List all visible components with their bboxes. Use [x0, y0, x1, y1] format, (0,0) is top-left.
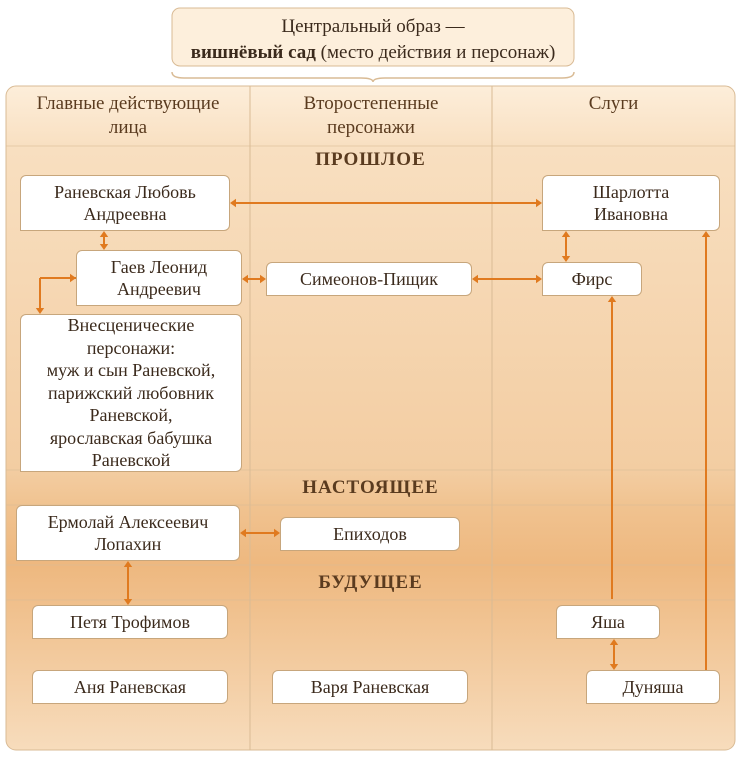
node-anya: Аня Раневская — [32, 670, 228, 704]
section-header-present: НАСТОЯЩЕЕ — [6, 477, 735, 499]
section-header-future: БУДУЩЕЕ — [6, 572, 735, 594]
node-petya: Петя Трофимов — [32, 605, 228, 639]
title-line2-bold: вишнёвый сад — [191, 42, 316, 63]
column-header-servants: Слуги — [492, 92, 735, 116]
node-gaev: Гаев ЛеонидАндреевич — [76, 250, 242, 306]
node-simeonov: Симеонов-Пищик — [266, 262, 472, 296]
node-ranevskaya: Раневская ЛюбовьАндреевна — [20, 175, 230, 231]
node-charlotte: ШарлоттаИвановна — [542, 175, 720, 231]
node-varya: Варя Раневская — [272, 670, 468, 704]
node-epikhodov: Епиходов — [280, 517, 460, 551]
column-header-main: Главные действующиелица — [6, 92, 250, 140]
node-offstage: Внесценическиеперсонажи:муж и сын Раневс… — [20, 314, 242, 472]
title-line2-rest: (место действия и персонаж) — [316, 42, 555, 63]
node-dunyasha: Дуняша — [586, 670, 720, 704]
title-line1: Центральный образ — — [281, 16, 464, 37]
central-image-title: Центральный образ — вишнёвый сад (место … — [172, 14, 574, 65]
character-diagram: Центральный образ — вишнёвый сад (место … — [0, 0, 741, 759]
node-firs: Фирс — [542, 262, 642, 296]
section-header-past: ПРОШЛОЕ — [6, 149, 735, 171]
node-lopakhin: Ермолай АлексеевичЛопахин — [16, 505, 240, 561]
node-yasha: Яша — [556, 605, 660, 639]
column-header-secondary: Второстепенныеперсонажи — [250, 92, 492, 140]
